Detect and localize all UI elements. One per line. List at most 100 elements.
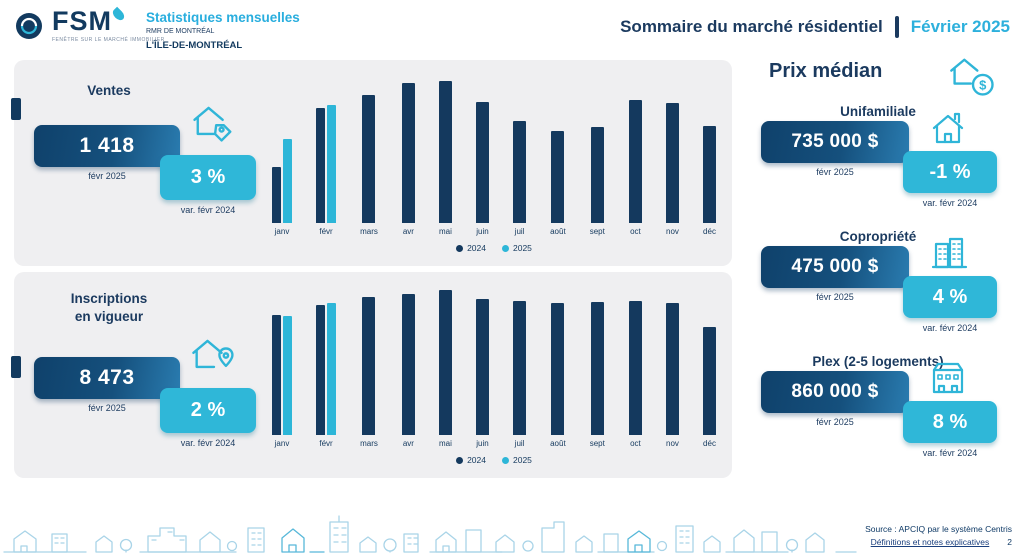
single-family-house-icon (932, 112, 964, 144)
month-group-nov: nov (665, 103, 679, 236)
month-group-juin: juin (476, 102, 490, 236)
svg-text:$: $ (979, 78, 987, 93)
header-divider (894, 16, 899, 38)
house-price-tag-icon (193, 106, 232, 142)
month-group-juil: juil (513, 121, 527, 236)
price-variation-box: 4 % (903, 276, 997, 318)
month-label: sept (589, 439, 605, 448)
bar-2024-sept (590, 302, 604, 435)
house-location-pin-icon (192, 339, 234, 369)
month-group-oct: oct (628, 301, 642, 448)
report-area: L'ÎLE-DE-MONTRÉAL (146, 39, 243, 51)
month-label: janv (274, 439, 290, 448)
month-group-avr: avr (401, 294, 415, 448)
month-group-nov: nov (665, 303, 679, 448)
inscriptions-title: Inscriptions en vigueur (34, 290, 184, 326)
bar-2024-févr (316, 305, 326, 435)
house-dollar-icon: $ (950, 58, 994, 96)
month-label: févr (319, 227, 333, 236)
definitions-link[interactable]: Définitions et notes explicatives (870, 537, 990, 548)
ventes-panel: Ventes 1 418 févr 2025 3 % var. févr 202… (11, 60, 732, 266)
month-label: sept (589, 227, 605, 236)
month-label: févr (319, 439, 333, 448)
price-period: févr 2025 (816, 292, 854, 302)
ventes-variation: 3 % (190, 166, 226, 188)
month-label: mars (360, 439, 378, 448)
inscriptions-chart: janv févr mars avr mai juin juil août sept oct nov… (270, 280, 718, 465)
page-number: 2 (1007, 537, 1012, 548)
ventes-title: Ventes (87, 83, 131, 98)
price-variation: -1 % (929, 160, 971, 183)
month-group-sept: sept (590, 302, 605, 448)
bar-2024-août (551, 131, 565, 223)
price-item-label: Unifamiliale (840, 104, 916, 119)
price-item-label: Copropriété (839, 229, 917, 244)
brand-wordmark: FSM (52, 6, 165, 36)
month-label: déc (703, 439, 716, 448)
footer: Source : APCIQ par le système Centris Dé… (865, 523, 1012, 550)
panel-tab-marker (11, 98, 21, 120)
month-label: mai (439, 439, 452, 448)
skyline-illustration (3, 515, 857, 553)
bar-2025-févr (327, 105, 337, 223)
legend-dot (502, 244, 509, 252)
bar-2025-janv (283, 316, 292, 435)
logo-droplet-icon (110, 6, 127, 23)
month-group-mai: mai (438, 290, 452, 448)
bar-2024-oct (628, 100, 642, 223)
bar-2024-sept (590, 127, 604, 223)
price-item-copropriete: Copropriété 475 000 $ févr 2025 4 % var.… (745, 229, 1011, 351)
month-label: juil (514, 227, 525, 236)
month-label: nov (666, 227, 679, 236)
ventes-variation-label: var. févr 2024 (180, 205, 236, 215)
fsmi-logo-icon (16, 13, 42, 39)
condo-towers-icon (931, 237, 968, 269)
price-variation-label: var. févr 2024 (922, 323, 978, 333)
bar-2024-janv (272, 315, 281, 435)
source-text: Source : APCIQ par le système Centris (865, 523, 1012, 534)
ventes-chart: janv févr mars avr mai juin juil août sept oct nov… (270, 68, 718, 253)
inscriptions-value: 8 473 (79, 366, 135, 389)
month-label: oct (630, 227, 641, 236)
month-label: avr (402, 439, 414, 448)
bar-2024-mai (438, 290, 452, 435)
month-group-juil: juil (513, 301, 527, 448)
month-group-oct: oct (628, 100, 642, 236)
brand-text: FSM (52, 6, 112, 36)
report-product: Statistiques mensuelles (146, 10, 300, 25)
bar-2024-nov (665, 303, 679, 435)
month-label: juin (476, 227, 489, 236)
month-label: mars (360, 227, 378, 236)
page-title: Sommaire du marché résidentiel (620, 17, 883, 36)
month-group-janv: janv (272, 139, 292, 236)
inscriptions-variation: 2 % (190, 399, 226, 421)
price-variation: 8 % (932, 410, 968, 433)
bar-2024-avr (401, 83, 415, 223)
inscriptions-panel: Inscriptions en vigueur 8 473 févr 2025 … (11, 272, 732, 478)
report-region: RMR DE MONTRÉAL (146, 28, 215, 36)
month-group-mai: mai (438, 81, 452, 236)
header-title-block: Sommaire du marché résidentiel Février 2… (620, 16, 1010, 38)
bar-2024-juin (476, 102, 490, 223)
month-group-févr: févr (316, 105, 337, 236)
legend-item-2025: 2025 (502, 455, 532, 465)
legend-item-2025: 2025 (502, 243, 532, 253)
price-value: 860 000 $ (791, 381, 879, 402)
fsmi-logo: FSM FENÊTRE SUR LE MARCHÉ IMMOBILIER (14, 6, 165, 43)
report-subtitle-block: Statistiques mensuelles RMR DE MONTRÉAL … (146, 10, 300, 51)
price-period: févr 2025 (816, 167, 854, 177)
legend-dot (456, 244, 464, 252)
price-item-plex: Plex (2-5 logements) 860 000 $ févr 2025… (745, 354, 1011, 476)
price-item-unifamiliale: Unifamiliale 735 000 $ févr 2025 -1 % va… (745, 104, 1011, 226)
inscriptions-variation-box: 2 % (160, 388, 256, 433)
month-group-janv: janv (272, 315, 292, 448)
bar-2024-avr (401, 294, 415, 435)
inscriptions-title-line2: en vigueur (74, 309, 144, 325)
price-value-box: 860 000 $ (761, 371, 909, 413)
month-label: mai (439, 227, 452, 236)
month-group-déc: déc (703, 126, 716, 236)
month-label: avr (402, 227, 414, 236)
month-group-avr: avr (401, 83, 415, 236)
month-group-mars: mars (360, 95, 378, 236)
